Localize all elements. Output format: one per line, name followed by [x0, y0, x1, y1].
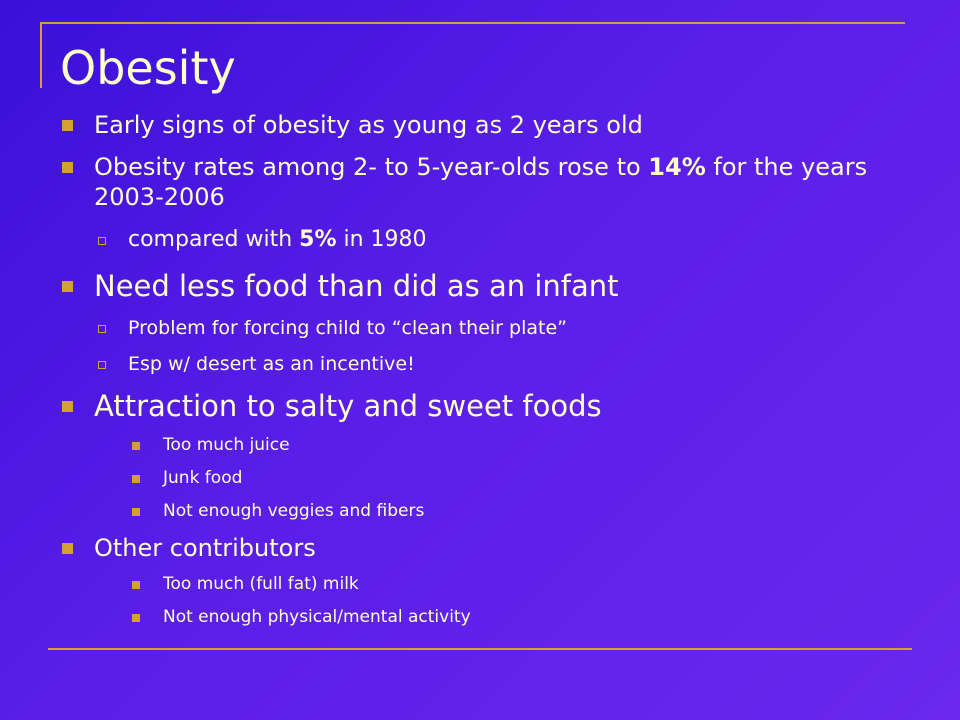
square-bullet-icon — [62, 401, 73, 412]
bullet-text-bold: 5% — [299, 227, 337, 252]
sub-bullet-item: Junk food — [60, 467, 920, 489]
bullet-item: Other contributors — [60, 533, 920, 563]
bullet-text-part: compared with — [128, 227, 300, 252]
bullet-text: Too much (full fat) milk — [163, 574, 359, 594]
bullet-list: Early signs of obesity as young as 2 yea… — [60, 110, 920, 628]
square-bullet-icon — [62, 120, 73, 131]
bullet-item: Obesity rates among 2- to 5-year-olds ro… — [60, 152, 920, 212]
bullet-text: Not enough physical/mental activity — [163, 607, 471, 627]
bullet-item: Attraction to salty and sweet foods — [60, 388, 920, 424]
square-bullet-icon — [132, 614, 140, 622]
sub-bullet-item: Not enough physical/mental activity — [60, 606, 920, 628]
sub-bullet-item: Too much (full fat) milk — [60, 573, 920, 595]
bullet-text: Too much juice — [163, 435, 290, 455]
bullet-text: Problem for forcing child to “clean thei… — [128, 317, 567, 339]
bullet-text: Esp w/ desert as an incentive! — [128, 353, 415, 375]
bullet-text: Other contributors — [94, 534, 316, 562]
sub-bullet-item: Esp w/ desert as an incentive! — [60, 352, 920, 376]
bullet-item: Early signs of obesity as young as 2 yea… — [60, 110, 920, 140]
slide-title: Obesity — [60, 41, 236, 95]
bullet-text-part: Obesity rates among 2- to 5-year-olds ro… — [94, 153, 649, 181]
sub-bullet-item: compared with 5% in 1980 — [60, 226, 920, 254]
square-bullet-icon — [132, 508, 140, 516]
hollow-square-bullet-icon — [98, 361, 106, 369]
sub-bullet-item: Too much juice — [60, 434, 920, 456]
square-bullet-icon — [62, 281, 73, 292]
hollow-square-bullet-icon — [98, 237, 106, 245]
sub-bullet-item: Not enough veggies and fibers — [60, 500, 920, 522]
bullet-text: Not enough veggies and fibers — [163, 501, 425, 521]
bullet-text: Attraction to salty and sweet foods — [94, 389, 602, 423]
bullet-text: Early signs of obesity as young as 2 yea… — [94, 111, 643, 139]
hollow-square-bullet-icon — [98, 325, 106, 333]
bullet-text-part: for the years 2003-2006 — [94, 153, 868, 211]
square-bullet-icon — [132, 475, 140, 483]
bottom-rule — [48, 648, 912, 650]
sub-bullet-item: Problem for forcing child to “clean thei… — [60, 316, 920, 340]
bullet-text-part: in 1980 — [336, 227, 427, 252]
square-bullet-icon — [132, 581, 140, 589]
square-bullet-icon — [132, 442, 140, 450]
bullet-text-bold: 14% — [648, 153, 706, 181]
bullet-item: Need less food than did as an infant — [60, 268, 920, 304]
bullet-text: Junk food — [163, 468, 243, 488]
bullet-text: compared with 5% in 1980 — [60, 226, 920, 254]
bullet-text: Need less food than did as an infant — [94, 269, 619, 303]
left-rule — [40, 22, 42, 88]
top-rule — [40, 22, 905, 24]
bullet-text: Obesity rates among 2- to 5-year-olds ro… — [60, 152, 920, 212]
square-bullet-icon — [62, 162, 73, 173]
square-bullet-icon — [62, 543, 73, 554]
